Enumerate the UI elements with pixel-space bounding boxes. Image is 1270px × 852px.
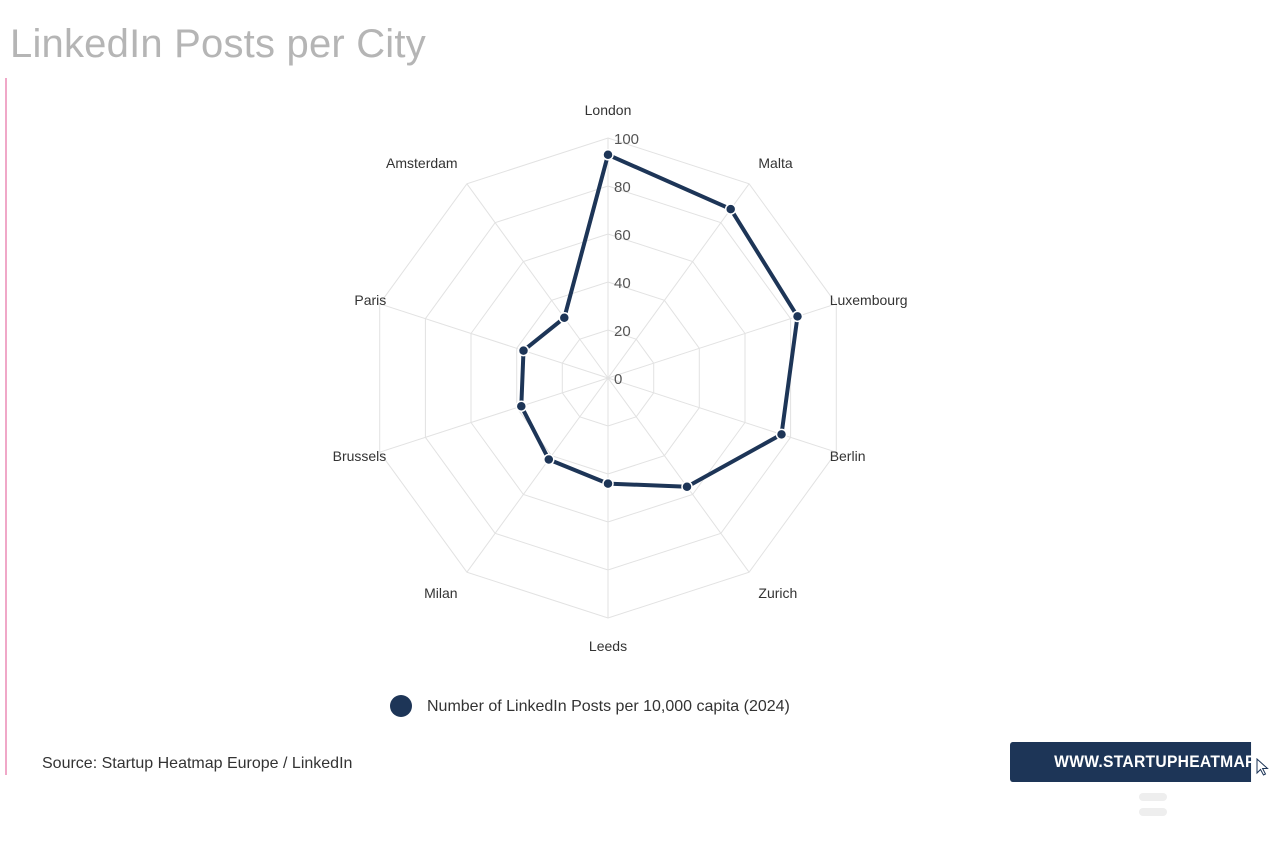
data-point[interactable]	[791, 310, 804, 323]
radial-tick-label: 100	[614, 131, 639, 148]
radial-tick-labels: 0 20 40 60 80 100	[614, 131, 639, 388]
cursor-icon	[1256, 758, 1269, 776]
grid-spoke	[379, 377, 609, 453]
data-point[interactable]	[681, 480, 693, 493]
website-link-button[interactable]: WWW.STARTUPHEATMAP.EU	[1010, 742, 1270, 782]
radial-tick-label: 0	[614, 371, 622, 388]
radial-tick-label: 80	[614, 179, 631, 196]
grid-spoke	[607, 377, 750, 573]
category-label: Brussels	[333, 448, 387, 464]
data-point[interactable]	[517, 344, 530, 357]
data-point[interactable]	[775, 428, 788, 441]
data-point[interactable]	[724, 203, 737, 215]
data-point[interactable]	[602, 477, 614, 490]
radial-tick-label: 40	[614, 275, 631, 292]
page-title: LinkedIn Posts per City	[10, 22, 426, 66]
category-label: Milan	[424, 585, 457, 601]
legend-marker	[390, 695, 412, 717]
category-label: Malta	[758, 155, 792, 171]
category-label: Leeds	[589, 638, 627, 654]
legend-label: Number of LinkedIn Posts per 10,000 capi…	[427, 698, 790, 715]
series-layer	[515, 149, 804, 493]
source-note: Source: Startup Heatmap Europe / LinkedI…	[42, 755, 353, 772]
category-label: Berlin	[830, 448, 866, 464]
radar-grid	[379, 137, 837, 619]
data-point[interactable]	[558, 312, 571, 324]
category-label: Amsterdam	[386, 155, 458, 171]
category-label: Luxembourg	[830, 292, 908, 308]
accent-divider	[5, 78, 7, 775]
category-label: Zurich	[758, 585, 797, 601]
legend: Number of LinkedIn Posts per 10,000 capi…	[390, 695, 790, 717]
radial-tick-label: 60	[614, 227, 631, 244]
ghost-menu-icon	[1139, 793, 1167, 823]
grid-spoke	[607, 183, 750, 379]
data-point[interactable]	[515, 400, 528, 412]
grid-spoke	[466, 377, 609, 573]
grid-spoke	[466, 183, 609, 379]
grid-spoke	[379, 303, 609, 379]
data-point[interactable]	[543, 453, 555, 466]
category-labels: London Malta Luxembourg Berlin Zurich Leeds Mi…	[333, 102, 908, 654]
grid-spoke	[607, 377, 837, 453]
data-point[interactable]	[602, 149, 614, 161]
category-label: Paris	[354, 292, 386, 308]
category-label: London	[585, 102, 632, 118]
radial-tick-label: 20	[614, 323, 631, 340]
